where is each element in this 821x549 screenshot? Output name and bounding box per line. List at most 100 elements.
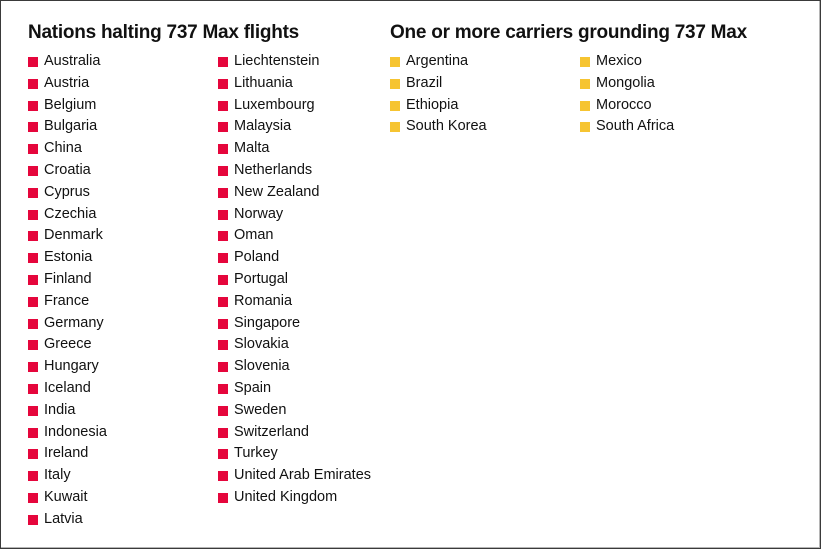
country-name: Malaysia [234, 118, 292, 135]
country-name: Germany [44, 314, 104, 331]
country-name: Cyprus [44, 183, 90, 200]
country-list-item: Kuwait [28, 487, 107, 509]
country-list-item: United Arab Emirates [218, 465, 371, 487]
red-square-marker [28, 514, 38, 525]
country-list-item: Indonesia [28, 422, 107, 444]
country-list-item: Morocco [580, 95, 674, 117]
country-list-item: Lithuania [218, 73, 371, 95]
country-list-item: Malaysia [218, 116, 371, 138]
country-list-item: Luxembourg [218, 95, 371, 117]
country-name: Turkey [234, 445, 278, 462]
red-square-marker [218, 100, 228, 111]
country-name: Brazil [406, 74, 443, 91]
country-list-item: Romania [218, 291, 371, 313]
country-list-item: India [28, 400, 107, 422]
country-name: Indonesia [44, 423, 107, 440]
red-square-marker [218, 144, 228, 155]
yellow-square-marker [580, 57, 590, 67]
country-column: Mexico Mongolia Morocco South Africa [580, 51, 674, 138]
country-list-item: South Africa [580, 116, 674, 138]
country-name: Italy [44, 467, 71, 484]
red-square-marker [218, 296, 228, 307]
red-square-marker [28, 318, 38, 329]
red-square-marker [218, 340, 228, 351]
country-list-item: Latvia [28, 509, 107, 531]
country-list-item: Belgium [28, 95, 107, 117]
country-column: Australia Austria Belgium Bulgaria China… [28, 51, 107, 531]
yellow-square-marker [390, 122, 400, 133]
red-square-marker [218, 209, 228, 220]
country-list-item: Portugal [218, 269, 371, 291]
country-list-item: Cyprus [28, 182, 107, 204]
country-list-item: Mongolia [580, 73, 674, 95]
country-list-item: France [28, 291, 107, 313]
red-square-marker [28, 57, 38, 67]
yellow-square-marker [390, 100, 400, 111]
red-square-marker [28, 122, 38, 133]
country-name: Switzerland [234, 423, 309, 440]
country-list-item: Australia [28, 51, 107, 73]
red-square-marker [218, 122, 228, 133]
red-square-marker [28, 144, 38, 155]
red-square-marker [218, 187, 228, 198]
country-list-item: Denmark [28, 225, 107, 247]
country-name: Greece [44, 336, 92, 353]
country-name: Mexico [596, 53, 642, 69]
red-square-marker [28, 449, 38, 460]
red-square-marker [218, 253, 228, 264]
country-list-item: Singapore [218, 313, 371, 335]
country-list-item: Austria [28, 73, 107, 95]
country-list-item: China [28, 138, 107, 160]
red-square-marker [218, 57, 228, 67]
country-name: South Africa [596, 118, 675, 135]
country-name: Kuwait [44, 488, 88, 505]
country-name: New Zealand [234, 183, 320, 200]
country-name: Hungary [44, 358, 99, 375]
country-name: Slovenia [234, 358, 290, 375]
red-square-marker [28, 383, 38, 394]
red-square-marker [218, 383, 228, 394]
red-square-marker [28, 471, 38, 482]
country-list-item: Switzerland [218, 422, 371, 444]
yellow-square-marker [580, 122, 590, 133]
section-title: One or more carriers grounding 737 Max [390, 22, 747, 43]
country-list-item: Oman [218, 225, 371, 247]
country-name: Estonia [44, 249, 93, 266]
country-name: France [44, 292, 90, 309]
red-square-marker [218, 405, 228, 416]
country-name: Luxembourg [234, 96, 315, 113]
country-name: Norway [234, 205, 284, 222]
red-square-marker [28, 296, 38, 307]
country-list-item: Croatia [28, 160, 107, 182]
red-square-marker [28, 340, 38, 351]
country-name: China [44, 140, 82, 157]
country-list-item: Finland [28, 269, 107, 291]
country-list-item: Sweden [218, 400, 371, 422]
country-name: Belgium [44, 96, 97, 113]
yellow-square-marker [580, 78, 590, 89]
country-name: Argentina [406, 53, 469, 69]
country-list-item: Czechia [28, 204, 107, 226]
country-list-item: Poland [218, 247, 371, 269]
country-name: Portugal [234, 270, 289, 287]
country-name: Czechia [44, 205, 97, 222]
red-square-marker [28, 253, 38, 264]
red-square-marker [218, 471, 228, 482]
country-name: Ethiopia [406, 96, 459, 113]
country-name: Liechtenstein [234, 53, 320, 69]
country-name: Mongolia [596, 74, 655, 91]
country-name: Singapore [234, 314, 301, 331]
country-name: Iceland [44, 379, 91, 396]
country-list-item: Estonia [28, 247, 107, 269]
country-list-item: Spain [218, 378, 371, 400]
country-list-item: Mexico [580, 51, 674, 73]
country-list-item: Greece [28, 334, 107, 356]
red-square-marker [218, 165, 228, 176]
red-square-marker [218, 78, 228, 89]
country-name: United Kingdom [234, 488, 338, 505]
red-square-marker [218, 231, 228, 242]
red-square-marker [28, 165, 38, 176]
yellow-square-marker [390, 78, 400, 89]
country-name: Lithuania [234, 74, 293, 91]
country-name: India [44, 401, 76, 418]
